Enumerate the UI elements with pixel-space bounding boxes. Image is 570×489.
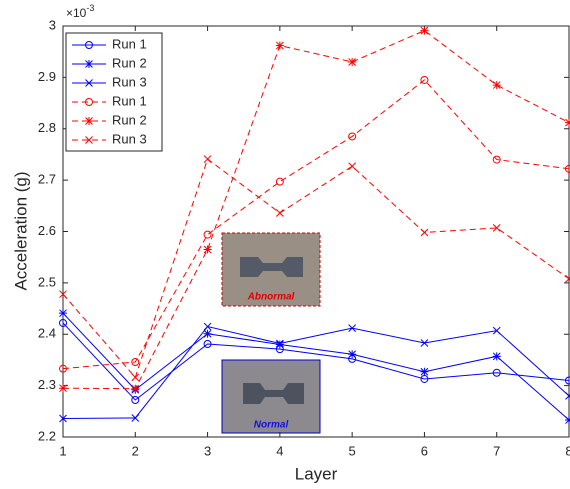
x-tick-label: 8 bbox=[565, 443, 570, 458]
specimen bbox=[243, 383, 304, 404]
y-tick-label: 2.7 bbox=[38, 172, 56, 187]
x-tick-label: 1 bbox=[59, 443, 66, 458]
legend-marker bbox=[85, 79, 93, 87]
legend-label: Run 1 bbox=[112, 93, 147, 108]
marker bbox=[131, 396, 140, 405]
marker bbox=[492, 368, 501, 377]
legend-label: Run 3 bbox=[112, 131, 147, 146]
series-line bbox=[62, 312, 570, 421]
series-line bbox=[62, 158, 570, 379]
normal-thumbnail: Normal bbox=[221, 359, 321, 434]
y-tick-label: 2.6 bbox=[38, 223, 56, 238]
y-tick-label: 2.5 bbox=[38, 274, 56, 289]
x-tick-label: 3 bbox=[204, 443, 211, 458]
marker bbox=[275, 177, 284, 186]
marker bbox=[276, 339, 284, 348]
y-tick-label: 2.3 bbox=[38, 377, 56, 392]
marker bbox=[492, 224, 501, 232]
marker bbox=[276, 209, 284, 217]
legend-marker bbox=[85, 117, 93, 125]
legend-marker bbox=[85, 98, 93, 106]
y-tick-label: 3 bbox=[49, 17, 56, 32]
marker bbox=[565, 376, 570, 385]
y-multiplier-exponent: -3 bbox=[86, 3, 94, 13]
marker bbox=[203, 329, 212, 338]
annotation: Normal bbox=[254, 420, 289, 431]
legend-marker bbox=[85, 136, 93, 144]
marker bbox=[348, 350, 357, 359]
marker bbox=[59, 290, 67, 299]
marker bbox=[59, 364, 67, 373]
marker bbox=[420, 339, 429, 347]
x-tick-label: 6 bbox=[421, 443, 428, 458]
y-tick-label: 2.8 bbox=[38, 120, 56, 135]
marker bbox=[203, 230, 212, 239]
legend-label: Run 1 bbox=[112, 36, 147, 51]
x-tick-label: 2 bbox=[132, 443, 139, 458]
legend-label: Run 2 bbox=[112, 112, 147, 127]
marker bbox=[203, 245, 212, 254]
marker bbox=[59, 309, 67, 318]
x-tick-label: 7 bbox=[493, 443, 500, 458]
series-line bbox=[62, 322, 570, 401]
marker bbox=[420, 26, 429, 35]
marker bbox=[565, 416, 570, 425]
marker bbox=[275, 340, 284, 349]
marker bbox=[59, 384, 67, 393]
legend-label: Run 2 bbox=[112, 55, 147, 70]
marker bbox=[348, 162, 356, 171]
annotation: Abnormal bbox=[247, 292, 295, 303]
marker bbox=[275, 41, 284, 50]
marker bbox=[131, 414, 140, 422]
x-axis-label: Layer bbox=[295, 464, 338, 483]
series-line bbox=[62, 30, 570, 390]
marker bbox=[492, 352, 501, 361]
marker bbox=[420, 75, 429, 84]
marker bbox=[203, 322, 212, 331]
x-tick-label: 4 bbox=[276, 443, 283, 458]
marker bbox=[131, 357, 140, 366]
marker bbox=[565, 274, 570, 283]
marker bbox=[492, 81, 501, 90]
legend-box bbox=[65, 32, 163, 152]
y-tick-label: 2.9 bbox=[38, 69, 56, 84]
marker bbox=[59, 318, 67, 327]
y-multiplier-base: ×10 bbox=[66, 6, 87, 20]
y-axis-label: Acceleration (g) bbox=[11, 171, 30, 290]
legend-marker bbox=[85, 41, 93, 49]
series-line bbox=[62, 325, 570, 420]
marker bbox=[59, 414, 67, 423]
x-tick-label: 5 bbox=[349, 443, 356, 458]
marker bbox=[565, 118, 570, 127]
specimen bbox=[240, 257, 303, 277]
legend: Run 1 Run 2 Run 3 Run 1 Run 2 Run 3 bbox=[65, 32, 163, 152]
marker bbox=[203, 340, 212, 349]
y-tick-label: 2.2 bbox=[38, 428, 56, 443]
y-multiplier: ×10-3 bbox=[66, 3, 94, 20]
series-line bbox=[62, 79, 570, 370]
legend-label: Run 3 bbox=[112, 74, 147, 89]
marker bbox=[203, 155, 212, 163]
marker bbox=[420, 228, 429, 237]
marker bbox=[131, 373, 140, 382]
marker bbox=[348, 132, 357, 141]
legend-marker bbox=[85, 60, 93, 68]
marker bbox=[492, 155, 501, 164]
marker bbox=[565, 164, 570, 173]
marker bbox=[348, 57, 357, 66]
marker bbox=[348, 324, 356, 332]
marker bbox=[565, 392, 570, 400]
marker bbox=[131, 384, 140, 393]
marker bbox=[492, 326, 501, 335]
abnormal-thumbnail: Abnormal bbox=[221, 232, 321, 307]
y-tick-label: 2.4 bbox=[38, 326, 56, 341]
marker bbox=[420, 367, 429, 376]
